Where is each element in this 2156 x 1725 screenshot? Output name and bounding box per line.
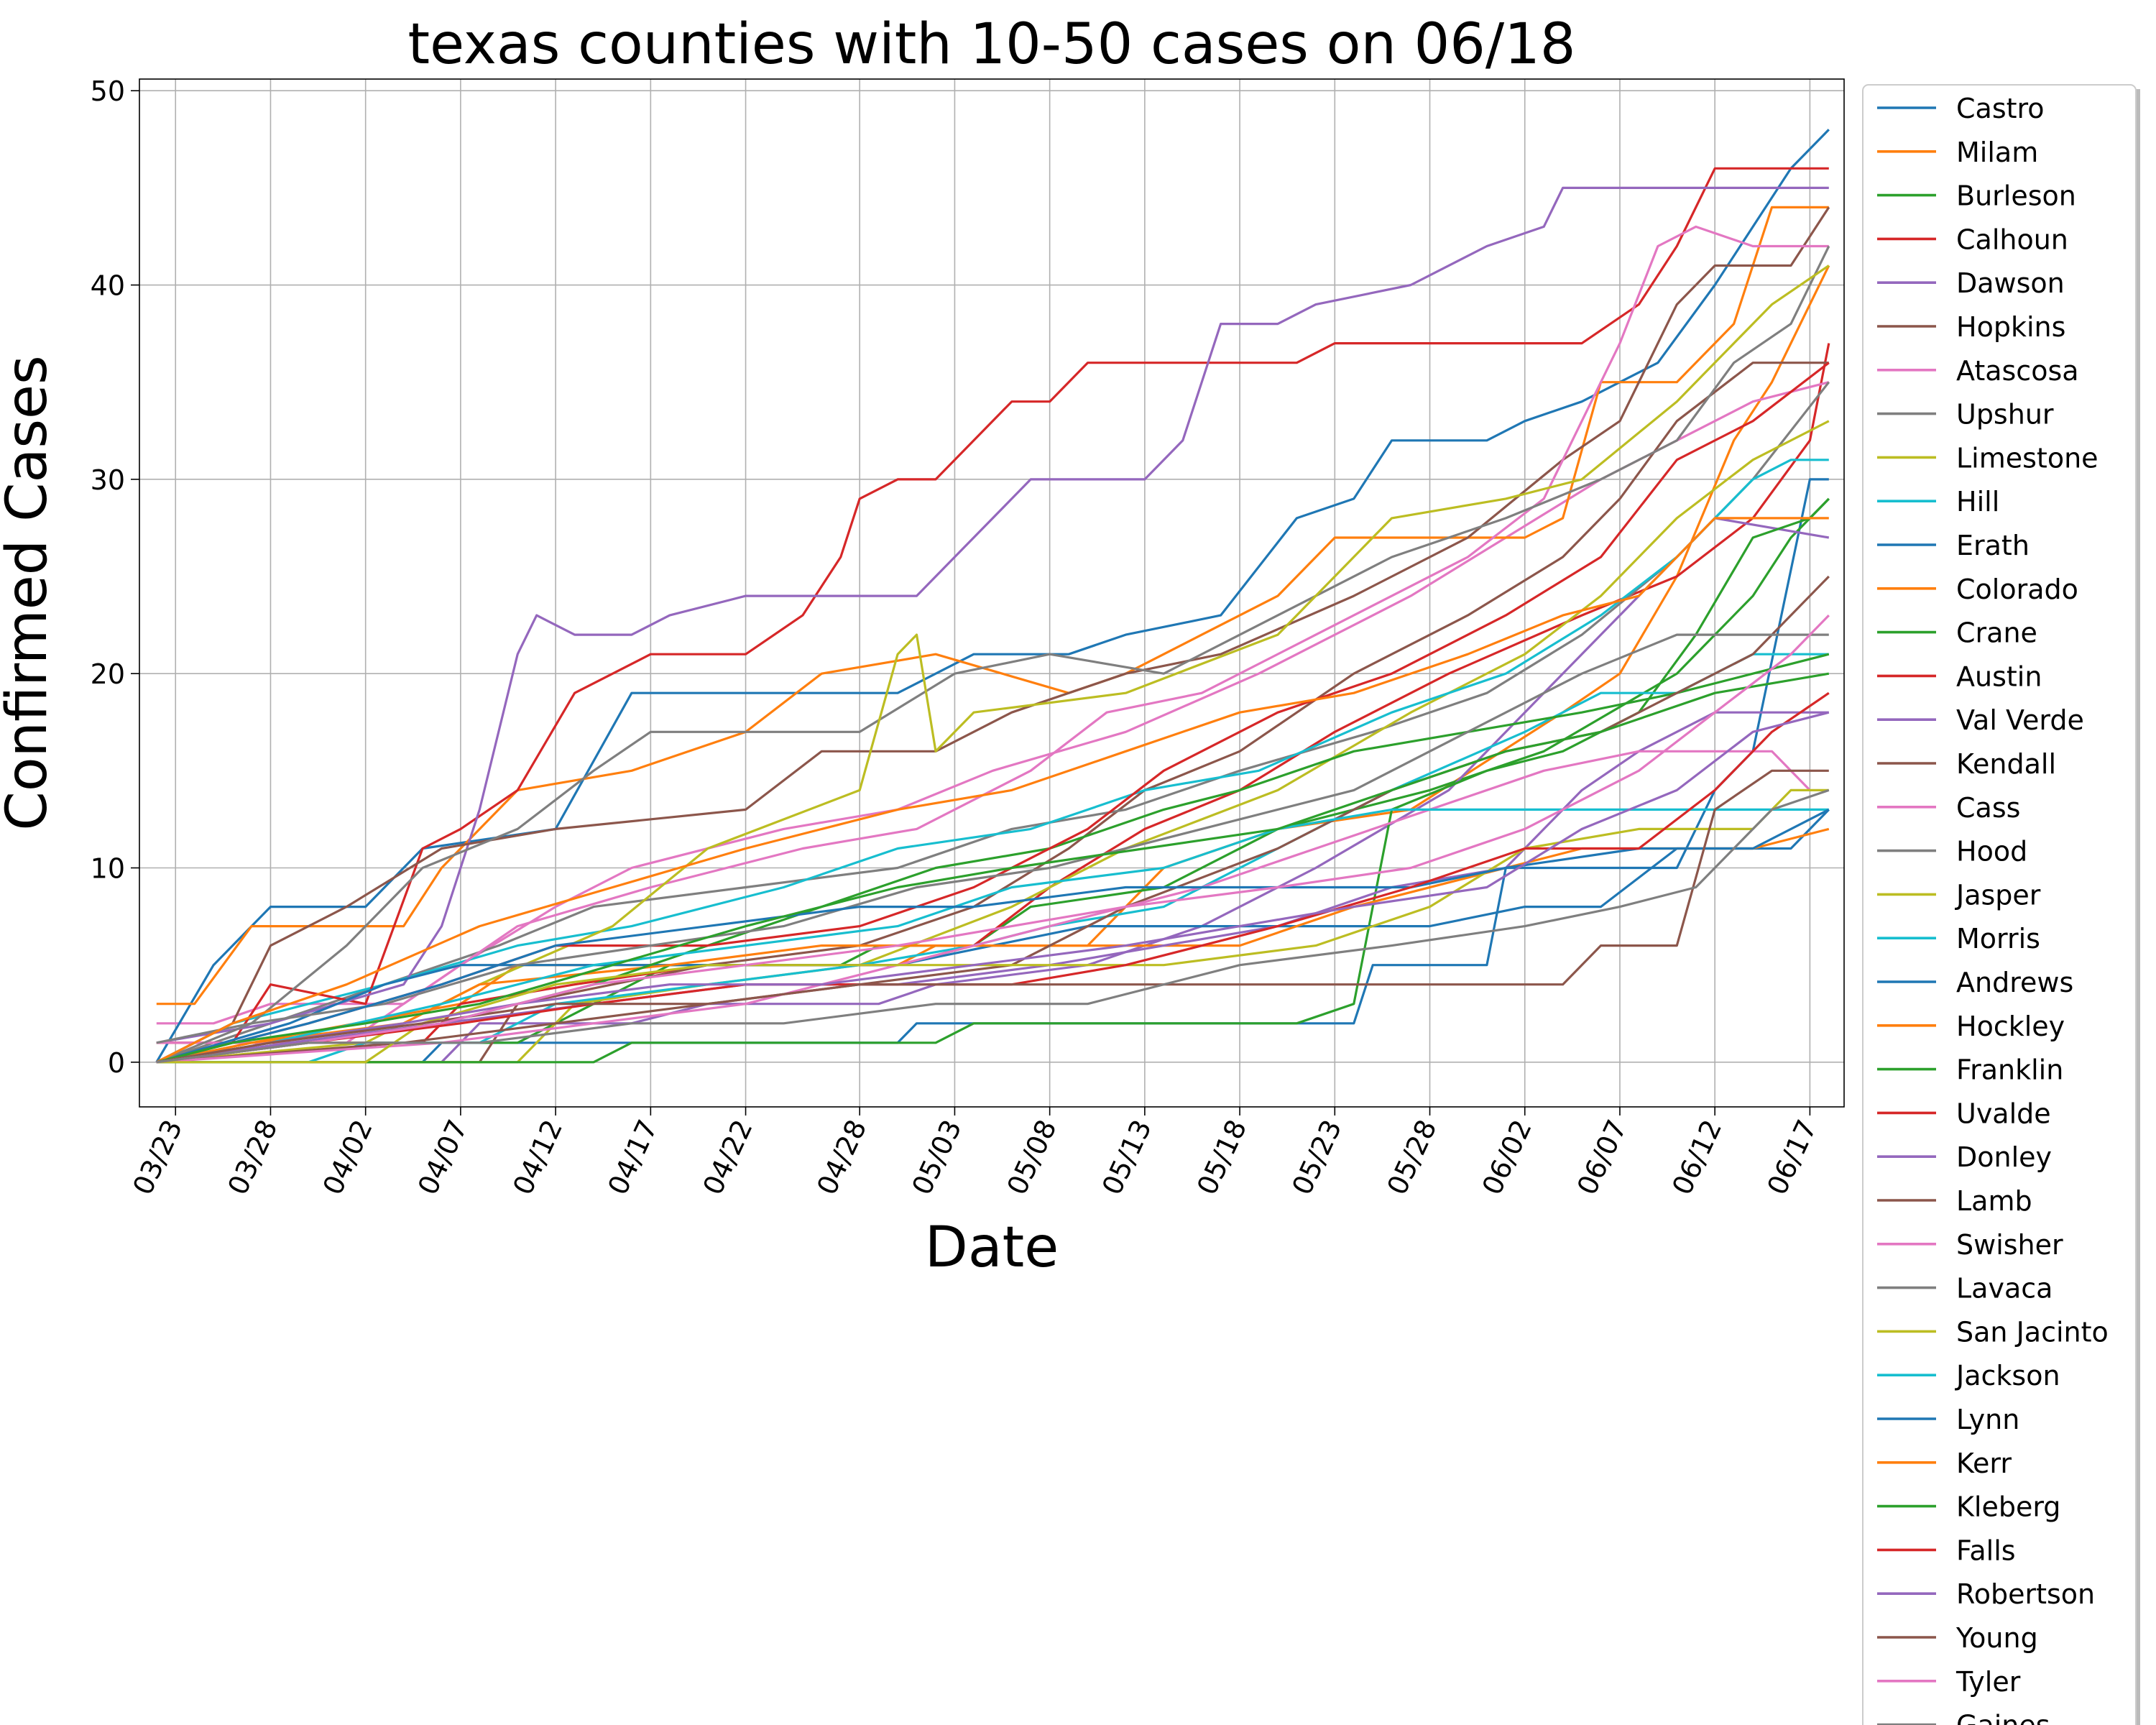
y-tick-label: 30 bbox=[91, 464, 125, 496]
y-tick-label: 0 bbox=[108, 1047, 125, 1079]
legend-label: Lavaca bbox=[1956, 1273, 2053, 1305]
legend-label: Lamb bbox=[1956, 1185, 2032, 1217]
legend-label: Hopkins bbox=[1956, 311, 2065, 343]
x-axis-label: Date bbox=[925, 1215, 1059, 1280]
series-line-donley bbox=[156, 711, 1829, 1064]
series-line-gaines bbox=[156, 788, 1830, 1064]
series-line-hood bbox=[156, 245, 1830, 1044]
legend-label: Uvalde bbox=[1956, 1098, 2051, 1129]
legend-label: San Jacinto bbox=[1956, 1316, 2109, 1348]
legend-label: Dawson bbox=[1956, 267, 2065, 299]
y-tick-label: 20 bbox=[91, 658, 125, 690]
x-tick-label: 05/13 bbox=[1096, 1115, 1158, 1200]
legend-label: Hill bbox=[1956, 486, 1999, 518]
series-line-crane bbox=[156, 497, 1830, 1064]
series-line-falls bbox=[156, 691, 1830, 1064]
series-line-burleson bbox=[156, 497, 1830, 1064]
series-line-kerr bbox=[156, 517, 1829, 1064]
x-tick-label: 05/08 bbox=[1001, 1115, 1063, 1200]
legend-box bbox=[1862, 84, 2137, 1725]
legend-label: Morris bbox=[1956, 923, 2040, 954]
x-tick-label: 04/22 bbox=[697, 1115, 759, 1200]
series-line-swisher bbox=[156, 750, 1811, 1064]
series-line-upshur bbox=[156, 381, 1830, 1064]
series-line-val-verde bbox=[156, 186, 1829, 1044]
y-tick-label: 50 bbox=[91, 75, 125, 107]
legend-label: Atascosa bbox=[1956, 355, 2079, 387]
series-line-limestone bbox=[156, 420, 1830, 1064]
y-tick-label: 40 bbox=[91, 270, 125, 302]
legend-label: Calhoun bbox=[1956, 224, 2068, 255]
x-tick-label: 05/23 bbox=[1286, 1115, 1348, 1200]
series-line-young bbox=[156, 769, 1829, 1064]
chart-title: texas counties with 10-50 cases on 06/18 bbox=[408, 12, 1576, 77]
y-axis-label: Confirmed Cases bbox=[0, 355, 60, 830]
legend-label: Upshur bbox=[1956, 399, 2054, 431]
legend-label: Colorado bbox=[1956, 574, 2078, 605]
legend-label: Hood bbox=[1956, 836, 2027, 868]
legend-label: Erath bbox=[1956, 530, 2030, 561]
plot-frame bbox=[139, 78, 1845, 1108]
x-tick-label: 06/07 bbox=[1571, 1115, 1633, 1200]
series-line-tyler bbox=[156, 614, 1830, 1064]
legend: Castro Milam Burleson Calhoun Dawson Hopkins A… bbox=[1862, 84, 2140, 1725]
legend-label: Young bbox=[1955, 1622, 2038, 1654]
series-line-san-jacinto bbox=[156, 788, 1829, 1064]
legend-label: Burleson bbox=[1956, 180, 2076, 212]
legend-label: Falls bbox=[1956, 1535, 2016, 1566]
legend-label: Austin bbox=[1956, 661, 2042, 692]
x-tick-label: 03/28 bbox=[221, 1115, 283, 1200]
x-tick-label: 05/18 bbox=[1191, 1115, 1253, 1200]
legend-items: Castro Milam Burleson Calhoun Dawson Hopkins A… bbox=[1877, 93, 2109, 1725]
x-tick-label: 03/23 bbox=[126, 1115, 188, 1200]
legend-label: Kerr bbox=[1956, 1448, 2012, 1479]
x-tick-label: 04/12 bbox=[507, 1115, 568, 1200]
series-line-jasper bbox=[156, 264, 1830, 1064]
legend-label: Jackson bbox=[1955, 1360, 2060, 1392]
grid-layer bbox=[139, 79, 1844, 1107]
series-line-lynn bbox=[156, 808, 1830, 1064]
series-line-kendall bbox=[156, 206, 1830, 1064]
x-tick-label: 06/12 bbox=[1666, 1115, 1728, 1200]
x-tick-label: 05/28 bbox=[1381, 1115, 1443, 1200]
legend-label: Castro bbox=[1956, 93, 2045, 124]
legend-label: Donley bbox=[1956, 1141, 2052, 1173]
x-tick-label: 04/07 bbox=[412, 1115, 474, 1200]
series-line-kleberg bbox=[156, 672, 1830, 1064]
y-tick-label: 10 bbox=[91, 853, 125, 885]
legend-label: Cass bbox=[1956, 792, 2020, 824]
legend-label: Gaines bbox=[1956, 1710, 2050, 1725]
x-tick-label: 06/02 bbox=[1476, 1115, 1538, 1200]
x-tick-label: 04/28 bbox=[811, 1115, 872, 1200]
series-line-jackson bbox=[156, 808, 1829, 1064]
series-line-lavaca bbox=[156, 633, 1829, 1064]
legend-label: Robertson bbox=[1956, 1578, 2095, 1610]
series-line-hopkins bbox=[156, 362, 1829, 1064]
legend-label: Jasper bbox=[1955, 879, 2041, 911]
legend-label: Milam bbox=[1956, 137, 2038, 168]
series-line-austin bbox=[156, 167, 1829, 1044]
legend-label: Kleberg bbox=[1956, 1491, 2060, 1523]
legend-label: Lynn bbox=[1956, 1404, 2019, 1435]
legend-label: Hockley bbox=[1956, 1011, 2065, 1042]
x-tick-label: 04/17 bbox=[602, 1115, 663, 1200]
series-line-cass bbox=[156, 225, 1829, 1044]
legend-label: Limestone bbox=[1956, 442, 2099, 474]
legend-label: Franklin bbox=[1956, 1054, 2063, 1086]
x-tick-label: 06/17 bbox=[1761, 1115, 1823, 1200]
series-line-robertson bbox=[156, 711, 1830, 1064]
series-layer bbox=[155, 129, 1830, 1064]
legend-label: Val Verde bbox=[1956, 704, 2084, 736]
legend-label: Swisher bbox=[1956, 1229, 2063, 1261]
legend-label: Kendall bbox=[1956, 748, 2056, 780]
legend-label: Andrews bbox=[1956, 967, 2073, 998]
legend-label: Crane bbox=[1956, 617, 2037, 649]
x-tick-label: 04/02 bbox=[317, 1115, 379, 1200]
x-tick-label: 05/03 bbox=[906, 1115, 967, 1200]
series-line-milam bbox=[156, 264, 1830, 1064]
legend-label: Tyler bbox=[1955, 1666, 2021, 1698]
series-line-lamb bbox=[156, 575, 1830, 1064]
